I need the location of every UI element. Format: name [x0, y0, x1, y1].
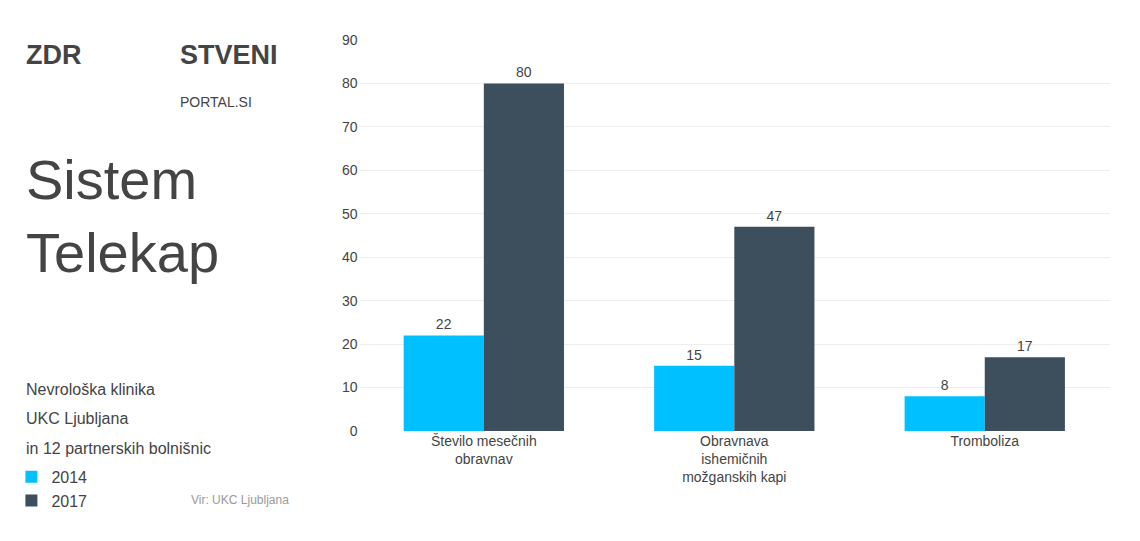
- svg-text:ZDR: ZDR: [26, 40, 82, 70]
- svg-text:Obravnavaishemičnihmožganskih: Obravnavaishemičnihmožganskih kapi: [682, 433, 786, 485]
- svg-text:Število mesečnihobravnav: Število mesečnihobravnav: [431, 433, 537, 467]
- svg-text:UKC Ljubljana: UKC Ljubljana: [26, 410, 128, 427]
- svg-text:Nevrološka klinika: Nevrološka klinika: [26, 381, 155, 398]
- svg-text:20: 20: [342, 336, 358, 352]
- svg-text:30: 30: [342, 293, 358, 309]
- svg-text:80: 80: [516, 64, 532, 80]
- svg-text:STVENI: STVENI: [180, 40, 278, 70]
- svg-text:15: 15: [686, 347, 702, 363]
- svg-text:17: 17: [1017, 338, 1033, 354]
- svg-text:0: 0: [350, 423, 358, 439]
- svg-text:40: 40: [342, 249, 358, 265]
- svg-text:50: 50: [342, 206, 358, 222]
- svg-text:SistemTelekap: SistemTelekap: [26, 148, 219, 284]
- svg-text:80: 80: [342, 75, 358, 91]
- svg-text:PORTAL.SI: PORTAL.SI: [180, 94, 252, 110]
- svg-text:60: 60: [342, 162, 358, 178]
- svg-text:10: 10: [342, 379, 358, 395]
- svg-text:70: 70: [342, 119, 358, 135]
- svg-text:2014: 2014: [51, 469, 87, 486]
- svg-text:Vir: UKC Ljubljana: Vir: UKC Ljubljana: [191, 493, 289, 507]
- svg-text:90: 90: [342, 32, 358, 48]
- svg-text:8: 8: [941, 377, 949, 393]
- svg-text:2017: 2017: [51, 493, 87, 510]
- svg-text:Tromboliza: Tromboliza: [950, 433, 1019, 449]
- svg-text:in 12 partnerskih bolnišnic: in 12 partnerskih bolnišnic: [26, 440, 211, 457]
- svg-text:47: 47: [766, 208, 782, 224]
- svg-text:22: 22: [436, 316, 452, 332]
